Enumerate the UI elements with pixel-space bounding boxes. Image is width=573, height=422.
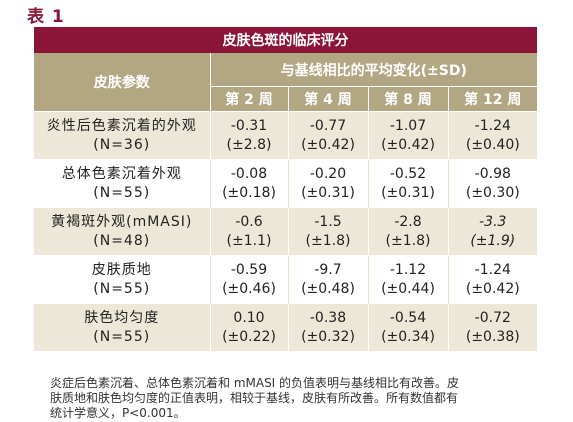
sd-value: (±0.34)	[381, 328, 435, 345]
value-cell: 0.10 (±0.22)	[209, 303, 288, 351]
value-cell: -0.08 (±0.18)	[209, 159, 288, 208]
param-name: 肤色均匀度	[84, 309, 160, 326]
mean-value: -9.7	[314, 261, 342, 278]
sample-size: (N=55)	[93, 184, 151, 201]
mean-value: -2.8	[394, 213, 422, 230]
param-header: 皮肤参数	[34, 53, 211, 112]
sd-value: (±0.48)	[301, 280, 355, 297]
footnote-line: 肤质地和肤色均匀度的正值表明，相较于基线，皮肤有所改善。所有数值都有	[50, 391, 459, 405]
footnote-line: 炎症后色素沉着、总体色素沉着和 mMASI 的负值表明与基线相比有改善。皮	[50, 376, 460, 390]
sd-value: (±0.42)	[301, 136, 355, 153]
table-row: 黄褐斑外观(mMASI) (N=48) -0.6 (±1.1) -1.5 (±1.8)…	[34, 207, 538, 256]
sd-value: (±0.31)	[381, 184, 435, 201]
value-cell: -0.54 (±0.34)	[367, 303, 448, 351]
value-cell: -1.24 (±0.40)	[447, 111, 538, 160]
footnote-line: 统计学意义，P<0.001。	[50, 406, 186, 420]
value-cell: -2.8 (±1.8)	[367, 207, 448, 256]
mean-value: -0.38	[309, 309, 347, 326]
header-row-weeks: 第 2 周 第 4 周 第 8 周 第 12 周	[34, 86, 538, 112]
week-header: 第 2 周	[209, 86, 288, 112]
mean-value: -3.3	[479, 213, 507, 230]
value-cell: -1.12 (±0.44)	[367, 255, 448, 304]
sd-value: (±1.1)	[226, 232, 272, 249]
param-name: 总体色素沉着外观	[61, 165, 182, 182]
sample-size: (N=48)	[93, 232, 151, 249]
sd-value: (±0.44)	[381, 280, 435, 297]
mean-value: -0.52	[389, 165, 427, 182]
week-header: 第 8 周	[367, 86, 448, 112]
footnote: 炎症后色素沉着、总体色素沉着和 mMASI 的负值表明与基线相比有改善。皮 肤质…	[50, 376, 510, 421]
value-cell: -1.07 (±0.42)	[367, 111, 448, 160]
sd-value: (±1.8)	[305, 232, 351, 249]
sd-value: (±0.42)	[465, 280, 520, 297]
sd-value: (±0.30)	[465, 184, 520, 201]
sd-value: (±0.18)	[222, 184, 276, 201]
table-row: 肤色均匀度 (N=55) 0.10 (±0.22) -0.38 (±0.32) -0.…	[34, 303, 538, 351]
sample-size: (N=55)	[93, 328, 151, 345]
sd-value: (±0.31)	[301, 184, 355, 201]
value-cell: -0.59 (±0.46)	[209, 255, 288, 304]
sd-value: (±1.9)	[470, 232, 516, 249]
param-cell: 总体色素沉着外观 (N=55)	[34, 159, 210, 208]
mean-value: -1.12	[389, 261, 427, 278]
sd-value: (±2.8)	[226, 136, 272, 153]
value-cell: -0.77 (±0.42)	[287, 111, 368, 160]
sample-size: (N=55)	[93, 280, 151, 297]
sd-value: (±0.46)	[222, 280, 276, 297]
clinical-score-table: 皮肤参数 与基线相比的平均变化(±SD) 第 2 周 第 4 周 第 8 周 第…	[34, 53, 538, 351]
mean-value: -0.08	[230, 165, 268, 182]
header-row-main: 皮肤参数 与基线相比的平均变化(±SD)	[34, 53, 538, 112]
mean-value: -0.98	[474, 165, 511, 182]
week-header: 第 4 周	[287, 86, 368, 112]
table-label: 表 1	[27, 7, 65, 27]
sd-value: (±0.40)	[465, 136, 520, 153]
mean-value: -0.72	[474, 309, 511, 326]
value-cell: -0.20 (±0.31)	[287, 159, 368, 208]
value-cell: -0.38 (±0.32)	[287, 303, 368, 351]
param-cell: 肤色均匀度 (N=55)	[34, 303, 210, 351]
mean-value: -0.20	[309, 165, 347, 182]
param-name: 炎性后色素沉着的外观	[46, 117, 197, 134]
value-cell: -0.6 (±1.1)	[209, 207, 288, 256]
value-cell: -1.5 (±1.8)	[287, 207, 368, 256]
table-title: 皮肤色斑的临床评分	[34, 27, 537, 53]
sd-value: (±1.8)	[385, 232, 431, 249]
mean-value: -0.31	[230, 117, 268, 134]
mean-value: -0.6	[235, 213, 263, 230]
value-cell: -0.31 (±2.8)	[209, 111, 288, 160]
sd-value: (±0.42)	[381, 136, 435, 153]
value-cell: -0.52 (±0.31)	[367, 159, 448, 208]
mean-value: -0.59	[230, 261, 268, 278]
sd-value: (±0.32)	[301, 328, 355, 345]
value-cell: -3.3 (±1.9)	[447, 207, 538, 256]
mean-value: 0.10	[233, 309, 265, 326]
table-row: 总体色素沉着外观 (N=55) -0.08 (±0.18) -0.20 (±0.31)…	[34, 159, 538, 208]
table-row: 炎性后色素沉着的外观 (N=36) -0.31 (±2.8) -0.77 (±0.42…	[34, 111, 538, 160]
param-cell: 炎性后色素沉着的外观 (N=36)	[34, 111, 210, 160]
sd-value: (±0.38)	[465, 328, 520, 345]
mean-value: -0.77	[309, 117, 347, 134]
change-header: 与基线相比的平均变化(±SD)	[210, 53, 538, 87]
table-row: 皮肤质地 (N=55) -0.59 (±0.46) -9.7 (±0.48) -1.1…	[34, 255, 538, 304]
mean-value: -1.24	[474, 117, 511, 134]
mean-value: -0.54	[389, 309, 427, 326]
mean-value: -1.07	[389, 117, 427, 134]
value-cell: -0.72 (±0.38)	[447, 303, 538, 351]
param-name: 黄褐斑外观(mMASI)	[51, 213, 193, 230]
value-cell: -9.7 (±0.48)	[287, 255, 368, 304]
mean-value: -1.5	[314, 213, 342, 230]
mean-value: -1.24	[474, 261, 511, 278]
param-name: 皮肤质地	[91, 261, 152, 278]
value-cell: -1.24 (±0.42)	[447, 255, 538, 304]
sample-size: (N=36)	[93, 136, 151, 153]
value-cell: -0.98 (±0.30)	[447, 159, 538, 208]
param-cell: 皮肤质地 (N=55)	[34, 255, 210, 304]
sd-value: (±0.22)	[222, 328, 276, 345]
param-cell: 黄褐斑外观(mMASI) (N=48)	[34, 207, 210, 256]
week-header: 第 12 周	[447, 86, 538, 112]
